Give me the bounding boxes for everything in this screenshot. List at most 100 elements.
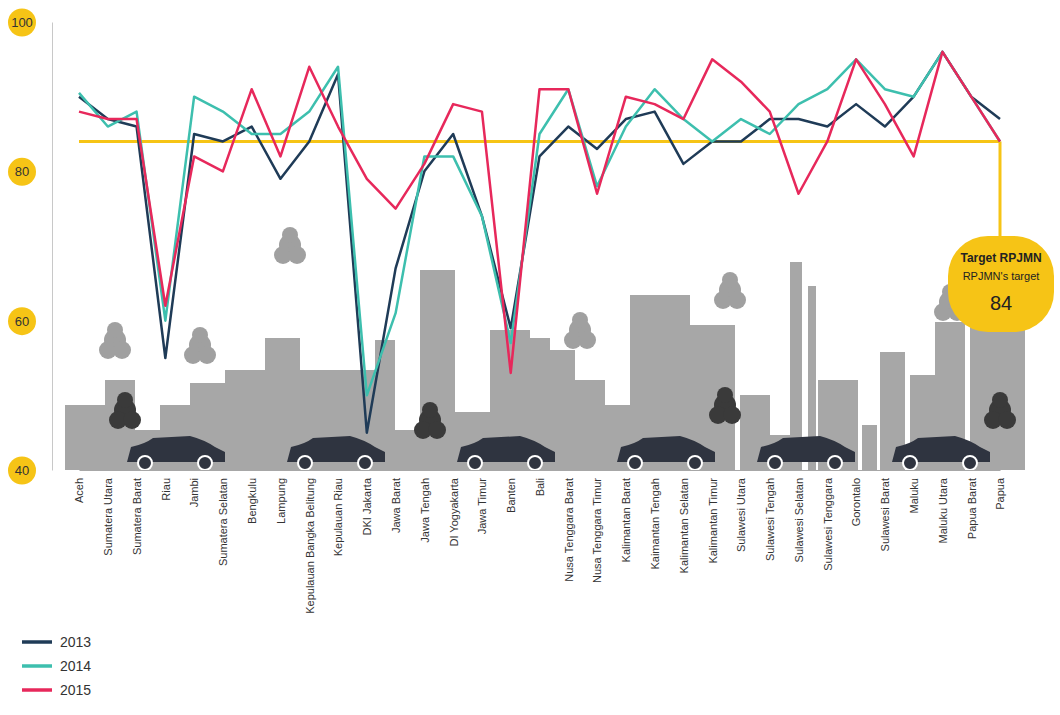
legend-label: 2014 xyxy=(60,658,91,674)
x-tick-label: Sulawesi Barat xyxy=(879,478,891,551)
x-tick: Sumatera Selatan xyxy=(217,470,229,566)
legend-item: 2013 xyxy=(22,634,91,650)
target-sublabel: RPJMN's target xyxy=(963,270,1040,282)
x-tick: Kepulauan Bangka Belitung xyxy=(304,470,316,614)
x-tick-label: Sumatera Selatan xyxy=(217,478,229,566)
y-tick: 80 xyxy=(8,158,52,186)
smoke xyxy=(113,341,131,359)
x-tick-label: Sulawesi Tengah xyxy=(764,478,776,561)
city-silhouette xyxy=(65,227,1025,470)
series-line xyxy=(79,52,1000,395)
x-tick-label: Kepulauan Riau xyxy=(332,478,344,556)
x-tick-label: Jawa Tengah xyxy=(419,478,431,543)
x-tick-label: DKI Jakarta xyxy=(361,477,373,535)
series-line xyxy=(79,52,1000,373)
x-tick: Bengkulu xyxy=(246,470,258,524)
x-tick-label: DI Yogyakarta xyxy=(448,477,460,546)
x-tick-label: Kalimantan Barat xyxy=(620,478,632,562)
legend-label: 2015 xyxy=(60,682,91,698)
legend-label: 2013 xyxy=(60,634,91,650)
y-tick-label: 100 xyxy=(11,15,33,30)
x-tick-label: Kepulauan Bangka Belitung xyxy=(304,478,316,614)
y-tick-badge xyxy=(8,158,36,186)
x-tick-label: Aceh xyxy=(73,478,85,503)
smoke xyxy=(192,327,208,343)
legend-swatch xyxy=(22,640,52,644)
target-label: Target RPJMN xyxy=(960,251,1041,265)
x-tick-label: Sumatera Barat xyxy=(131,478,143,555)
building xyxy=(65,405,110,470)
x-tick-label: Jambi xyxy=(188,478,200,507)
x-tick-label: Sulawesi Utara xyxy=(735,477,747,552)
x-axis-line xyxy=(80,470,1001,471)
x-tick: Kalimantan Selatan xyxy=(678,470,690,573)
car-wheel xyxy=(198,456,212,470)
legend-swatch xyxy=(22,688,52,692)
x-tick-label: Jawa Timur xyxy=(476,478,488,535)
car-wheel xyxy=(358,456,372,470)
target-connector xyxy=(999,141,1002,236)
legend-swatch xyxy=(22,664,52,668)
x-tick-label: Kalimantan Selatan xyxy=(678,478,690,573)
x-tick: Nusa Tenggara Timur xyxy=(591,470,603,583)
target-badge xyxy=(948,236,1054,332)
smoke xyxy=(992,392,1008,408)
y-tick: 40 xyxy=(8,457,52,485)
x-tick: Sulawesi Utara xyxy=(735,470,747,552)
x-tick-label: Sulawesi Tenggara xyxy=(822,477,834,571)
x-tick: Gorontalo xyxy=(850,470,862,526)
x-tick: Sumatera Barat xyxy=(131,470,143,555)
x-tick-label: Sumatera Utara xyxy=(102,477,114,556)
chart: 40 60 80 100 Aceh Sumatera Utara Sumatera Bara… xyxy=(0,0,1060,715)
x-tick-label: Riau xyxy=(160,478,172,501)
y-tick-label: 40 xyxy=(15,463,29,478)
legend-item: 2014 xyxy=(22,658,91,674)
y-axis: 40 60 80 100 xyxy=(8,9,53,485)
x-tick: Bali xyxy=(534,470,546,496)
x-tick: Jawa Tengah xyxy=(419,470,431,543)
building xyxy=(225,370,265,470)
building xyxy=(575,380,605,470)
y-tick-label: 60 xyxy=(15,314,29,329)
target-value: 84 xyxy=(990,292,1012,314)
x-tick-label: Sulawesi Selatan xyxy=(793,478,805,562)
x-tick: DI Yogyakarta xyxy=(448,470,460,547)
x-tick-label: Kaimantan Tengah xyxy=(649,478,661,570)
x-tick: Banten xyxy=(505,470,517,513)
x-tick: Jawa Barat xyxy=(390,470,402,533)
x-tick: Sulawesi Selatan xyxy=(793,470,805,562)
legend-item: 2015 xyxy=(22,682,91,698)
x-tick-label: Kalimantan Timur xyxy=(707,478,719,564)
x-tick-label: Papua xyxy=(994,477,1006,510)
car-wheel xyxy=(528,456,542,470)
x-tick: Sulawesi Tengah xyxy=(764,470,776,561)
smoke xyxy=(728,291,746,309)
lines xyxy=(79,52,1000,433)
x-tick: Jawa Timur xyxy=(476,470,488,534)
y-tick: 60 xyxy=(8,307,52,335)
y-axis-line xyxy=(52,23,53,471)
target-callout: Target RPJMN RPJMN's target 84 xyxy=(948,236,1054,332)
legend: 2013 2014 2015 xyxy=(22,634,91,698)
smoke xyxy=(722,272,738,288)
x-tick: Jambi xyxy=(188,470,200,507)
x-tick-label: Maluku Utara xyxy=(937,477,949,543)
x-tick-label: Nusa Tenggara Timur xyxy=(591,478,603,583)
car-wheel xyxy=(828,456,842,470)
car-wheel xyxy=(688,456,702,470)
y-tick-badge xyxy=(8,9,36,37)
smoke xyxy=(717,387,733,403)
smoke xyxy=(107,322,123,338)
x-tick-label: Papua Barat xyxy=(966,478,978,539)
smoke xyxy=(428,421,446,439)
x-tick-label: Bengkulu xyxy=(246,478,258,524)
building xyxy=(395,430,420,470)
x-tick: Aceh xyxy=(73,470,85,503)
car-wheel xyxy=(768,456,782,470)
x-tick-label: Bali xyxy=(534,478,546,496)
x-tick-label: Nusa Tenggara Barat xyxy=(563,478,575,582)
y-tick-label: 80 xyxy=(15,164,29,179)
car-wheel xyxy=(903,456,917,470)
smoke xyxy=(198,346,216,364)
building xyxy=(862,425,877,470)
